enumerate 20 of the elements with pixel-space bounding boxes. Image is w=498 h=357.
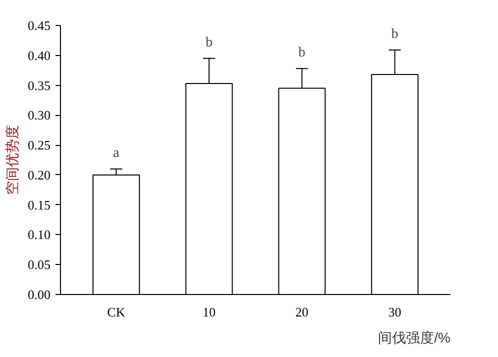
x-tick-label: CK [107,304,126,320]
y-tick-label: 0.35 [28,78,50,93]
x-tick-label: 10 [202,304,216,320]
y-tick-label: 0.30 [28,108,50,123]
y-tick-label: 0.45 [28,18,50,33]
x-axis-title: 间伐强度/% [378,330,451,346]
y-tick-label: 0.05 [28,257,50,272]
x-tick-label: 30 [388,304,402,320]
annotation: a [113,146,120,161]
annotation: b [206,35,213,50]
y-tick-label: 0.00 [28,287,50,302]
y-tick-label: 0.25 [28,138,50,153]
y-tick-label: 0.10 [28,227,50,242]
y-tick-label: 0.20 [28,167,50,182]
annotation: b [298,46,306,61]
y-axis-title: 空间优势度 [4,125,20,195]
annotation: b [391,27,398,42]
y-tick-label: 0.40 [28,48,50,63]
y-tick-label: 0.15 [28,197,50,212]
x-tick-label: 20 [295,304,308,320]
